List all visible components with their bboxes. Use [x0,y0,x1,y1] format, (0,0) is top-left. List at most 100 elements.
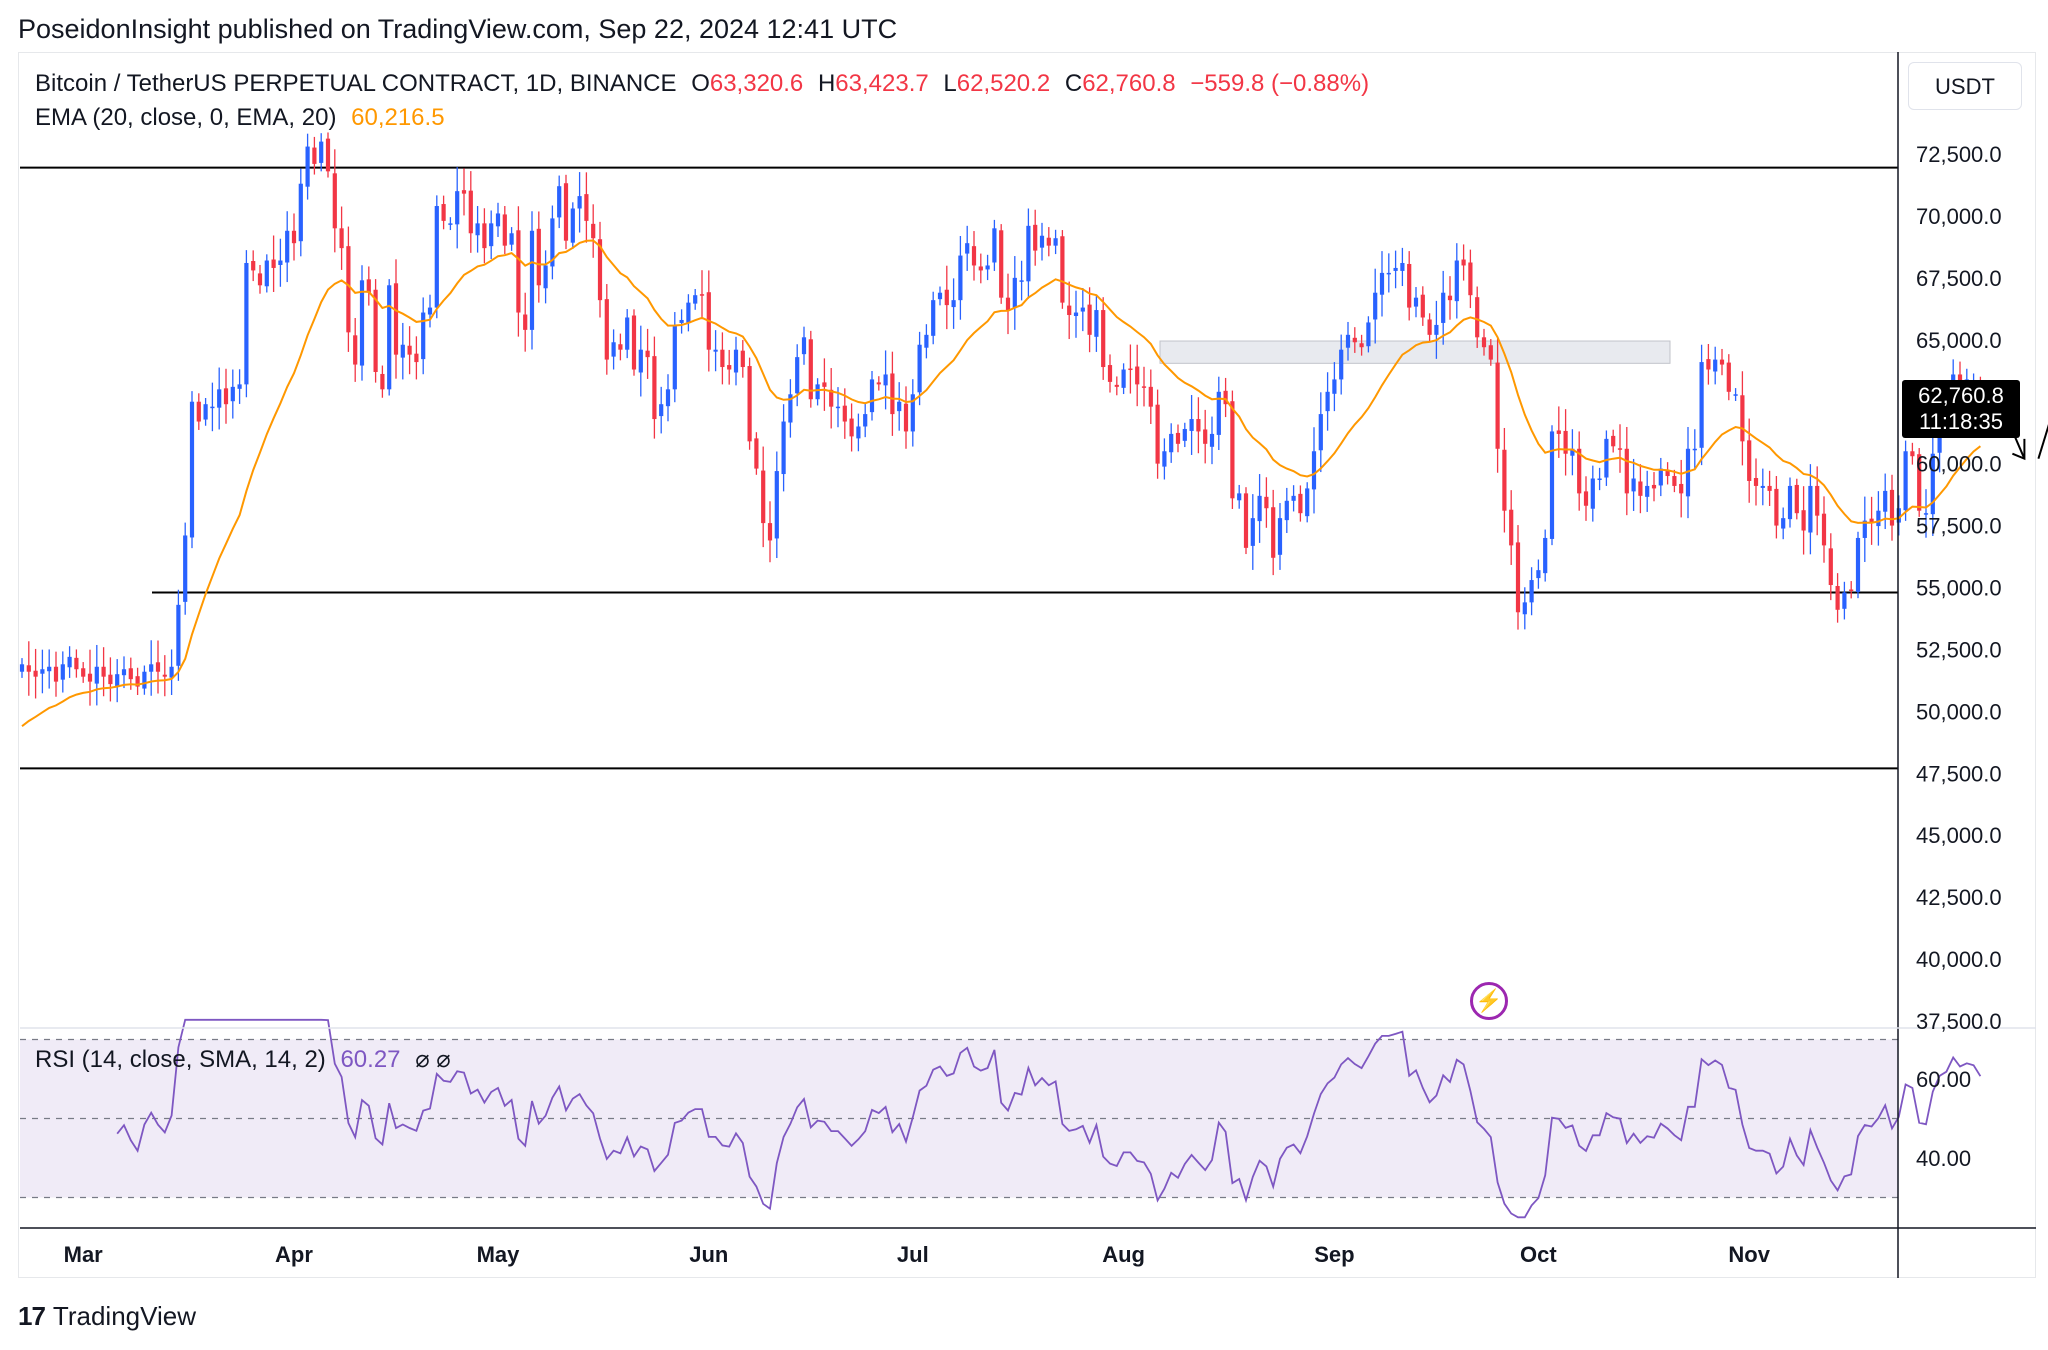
candle [94,644,99,706]
ema-legend: EMA (20, close, 0, EMA, 20) 60,216.5 [35,104,445,132]
candle-body [1488,345,1493,360]
candle-body [1073,312,1079,317]
candle-body [482,223,487,249]
candle [1543,529,1548,582]
candle [196,393,201,430]
candle-body [1930,453,1935,515]
candle-body [652,356,657,420]
candle [60,651,65,693]
ema-label[interactable]: EMA (20, close, 0, EMA, 20) [35,104,337,131]
candle-body [523,314,528,330]
candle [1719,348,1725,376]
candle [944,265,949,330]
candle-body [863,414,868,427]
candle-body [597,239,603,301]
candle-body [1379,272,1385,295]
candle [1284,487,1289,534]
candle [727,349,732,385]
candle [931,291,936,345]
resistance-zone [1159,340,1671,364]
candle-body [1903,451,1908,511]
candle-body [1679,483,1684,494]
candle-body [1114,384,1119,387]
rsi-legend: RSI (14, close, SMA, 14, 2) 60.27 ⌀ ⌀ [35,1045,451,1074]
candle [1039,222,1045,261]
close-value: 62,760.8 [1082,70,1176,97]
candle-body [1359,343,1364,348]
candle-body [1271,507,1276,558]
candle [1121,363,1126,395]
candle-body [359,280,365,366]
lightning-icon[interactable]: ⚡ [1470,982,1508,1020]
high-value: 63,423.7 [835,70,929,97]
candle [1706,343,1711,385]
tradingview-footer[interactable]: 17 TradingView [18,1301,196,1332]
candle-body [1284,500,1289,521]
candle [1495,338,1500,473]
candle-body [217,389,222,408]
candle [407,326,412,375]
candle-body [543,265,548,289]
candle [434,195,439,319]
candle-body [1509,509,1514,546]
candle-body [509,233,514,245]
candle [115,659,120,703]
candle [1842,581,1847,620]
candle-body [1719,359,1725,365]
candle-body [434,206,439,308]
candle [1917,448,1922,517]
candle-body [1237,493,1242,501]
candle [543,250,548,304]
candle-body [162,674,167,677]
candle [999,224,1004,304]
candle [223,368,229,424]
chart-canvas[interactable]: 72,500.070,000.067,500.065,000.062,500.0… [0,0,2048,1300]
candle-body [611,342,616,357]
candle-body [1842,592,1847,609]
currency-selector[interactable]: USDT [1908,62,2022,110]
candle-body [856,426,861,439]
candle [570,202,575,249]
candle [1849,581,1854,599]
candle [1889,474,1895,541]
candle-body [1277,518,1283,555]
candle [1366,316,1371,353]
candle [108,657,113,702]
candle-body [149,664,154,672]
candle [1413,287,1419,318]
candle-body [1869,518,1874,524]
candle [883,350,888,410]
symbol-label[interactable]: Bitcoin / TetherUS PERPETUAL CONTRACT, 1… [35,70,677,97]
rsi-label[interactable]: RSI (14, close, SMA, 14, 2) [35,1046,326,1073]
candle-body [319,141,324,163]
candle [1243,487,1249,555]
candle [1787,477,1793,528]
candle-body [631,315,637,370]
candle-body [1223,390,1228,405]
candle [1345,321,1351,361]
candle [19,658,25,678]
candle-body [1699,362,1704,448]
candle-body [1033,224,1038,251]
price-tick-label: 67,500.0 [1916,266,2002,291]
candle-body [924,334,929,348]
up-arrow [2037,424,2048,459]
candle [1107,354,1113,393]
candle [1624,426,1629,516]
candle-body [1706,359,1711,370]
candle-body [944,289,949,306]
time-axis-ticks: Mar Apr May Jun Jul Aug Sep Oct Nov [64,1242,1771,1267]
candle [808,330,813,408]
candle-body [176,604,181,666]
candle-body [298,183,303,242]
candle-body [339,228,344,249]
candle-body [720,349,725,368]
candle-body [1624,448,1629,494]
candle-body [1243,493,1249,548]
candle-body [1169,433,1174,453]
candle-body [33,670,38,677]
candle [699,270,705,320]
candle [1298,485,1303,522]
time-tick-label: Mar [64,1242,104,1267]
candle-body [169,666,174,678]
